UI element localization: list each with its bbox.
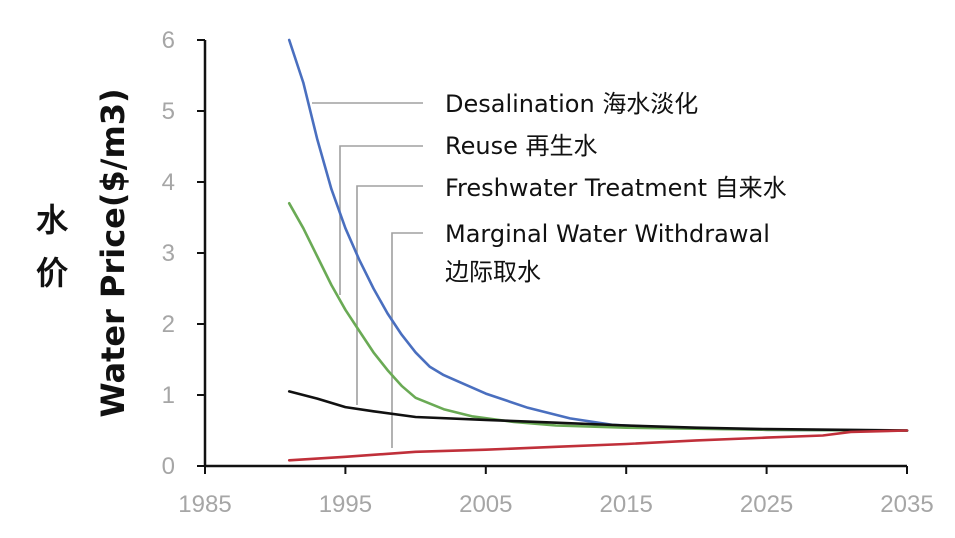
leader-reuse xyxy=(339,145,423,295)
y-tick-label: 0 xyxy=(162,453,175,480)
series-line-2 xyxy=(287,390,909,432)
annotation-desalination: Desalination 海水淡化 xyxy=(445,90,698,118)
y-axis-label-cn-2: 价 xyxy=(36,254,68,292)
x-tick-label: 2015 xyxy=(600,491,653,518)
x-tick-label: 2005 xyxy=(459,491,512,518)
y-tick-label: 5 xyxy=(162,98,175,125)
annotation-reuse: Reuse 再生水 xyxy=(445,132,597,160)
y-tick-label: 6 xyxy=(162,27,175,54)
y-axis-label-cn-1: 水 xyxy=(36,201,69,239)
x-tick-label: 1995 xyxy=(319,491,372,518)
y-tick-label: 2 xyxy=(162,311,175,338)
annotation-freshwater: Freshwater Treatment 自来水 xyxy=(445,174,787,202)
y-tick-label: 4 xyxy=(162,169,175,196)
y-tick-label: 1 xyxy=(162,382,175,409)
x-tick-label: 2035 xyxy=(880,491,933,518)
annotation-marginal: Marginal Water Withdrawal xyxy=(445,220,770,248)
y-tick-label: 3 xyxy=(162,240,175,267)
x-tick-label: 2025 xyxy=(740,491,793,518)
series-line-3 xyxy=(287,429,909,462)
annotation-marginal-cn: 边际取水 xyxy=(445,258,541,286)
y-axis-label: Water Price($/m3) xyxy=(94,88,132,417)
series-line-1 xyxy=(287,202,909,432)
leader-freshwater xyxy=(356,185,423,405)
series-lines xyxy=(287,38,909,462)
y-axis-ticks: 0 1 2 3 4 5 6 xyxy=(162,27,205,480)
x-axis-ticks: 1985 1995 2005 2015 2025 2035 xyxy=(178,466,934,518)
x-tick-label: 1985 xyxy=(178,491,231,518)
